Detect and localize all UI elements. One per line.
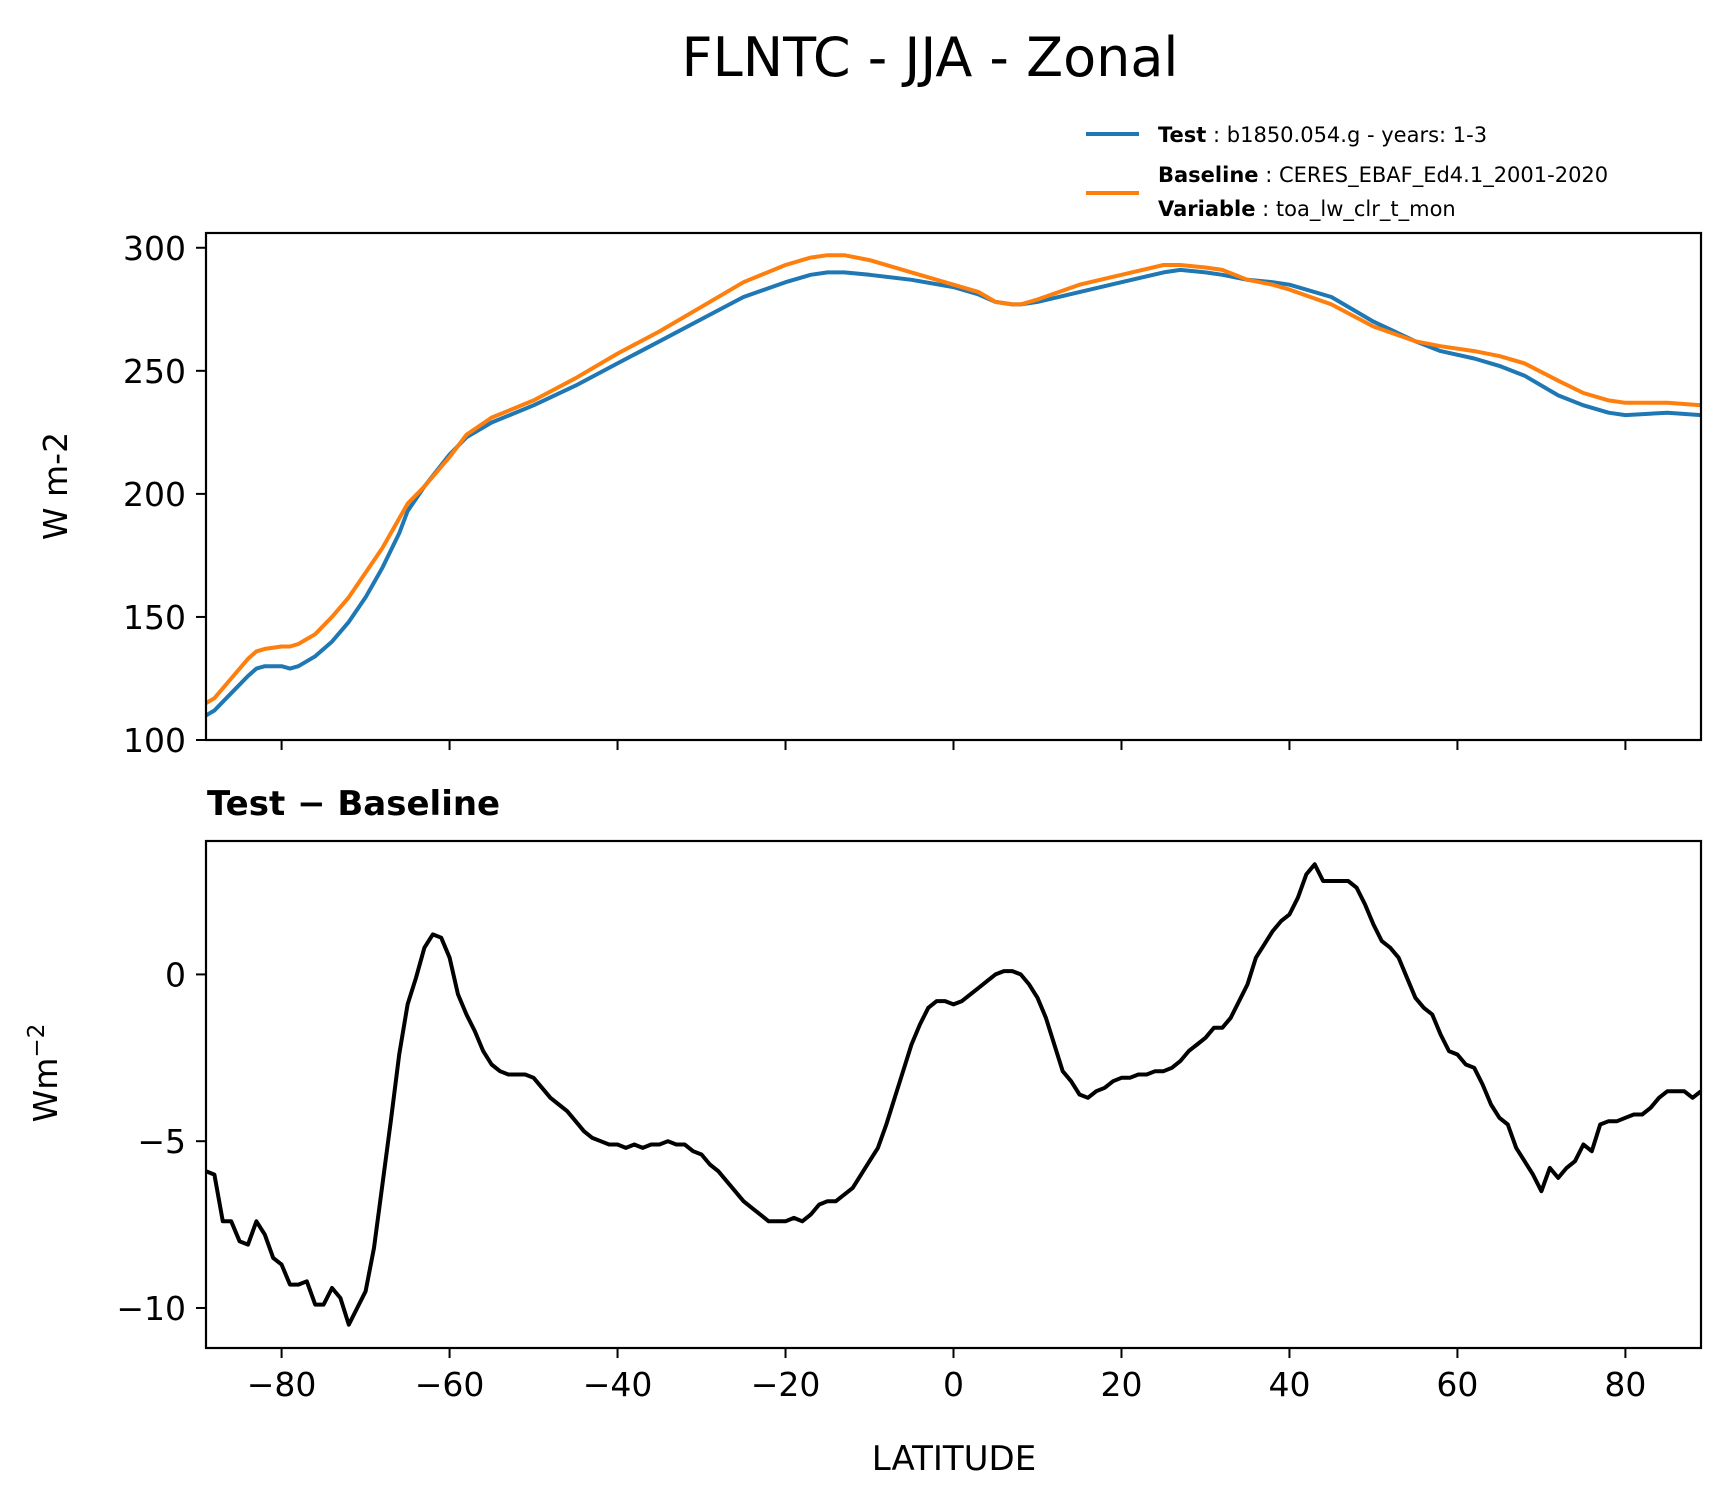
top-y-tick-label: 100 [123,721,186,760]
x-tick-label: −80 [247,1365,317,1404]
top-y-tick-label: 300 [123,229,186,268]
bottom-series-line-test-baseline [206,862,1701,1327]
bottom-panel: Test − Baseline −10 −5 0 −80 −60 −40 −20 0 20 40… [24,784,1703,1479]
top-y-tick-label: 250 [123,352,186,391]
top-plot-frame [204,231,1703,742]
top-y-tick-label: 150 [123,598,186,637]
top-series-line-test [206,267,1701,718]
bottom-plot-frame [204,839,1703,1350]
bottom-y-axis-label-base: Wm [26,1058,65,1123]
x-tick-label: 20 [1100,1365,1142,1404]
legend-variable-label: Variable [1158,197,1255,221]
legend-baseline-entry: Baseline : CERES_EBAF_Ed4.1_2001-2020 [1158,163,1608,188]
bottom-y-ticks: −10 −5 0 [116,955,206,1328]
bottom-series-group [206,862,1701,1327]
x-tick-label: 80 [1604,1365,1646,1404]
bottom-y-tick-label: −10 [116,1289,186,1328]
bottom-y-axis-label-exponent: −2 [24,1024,50,1058]
legend-test-label: Test [1158,123,1206,147]
bottom-panel-title: Test − Baseline [207,784,500,824]
legend-test-text: : b1850.054.g - years: 1-3 [1213,123,1487,147]
legend-baseline-label: Baseline [1158,163,1259,187]
x-tick-label: −20 [751,1365,821,1404]
top-y-axis-label: W m-2 [36,432,75,540]
figure-title: FLNTC - JJA - Zonal [682,26,1179,89]
top-series-line-baseline [206,253,1701,705]
x-tick-label: −60 [415,1365,485,1404]
x-tick-label: 40 [1268,1365,1310,1404]
bottom-y-axis-label: Wm−2 [24,1024,65,1123]
x-axis-label: LATITUDE [872,1439,1036,1479]
top-y-tick-label: 200 [123,475,186,514]
legend-baseline-text: : CERES_EBAF_Ed4.1_2001-2020 [1265,163,1608,188]
bottom-y-tick-label: 0 [165,955,186,994]
top-series-group [206,253,1701,718]
top-y-ticks: 100 150 200 250 300 [123,229,206,760]
legend-variable-text: : toa_lw_clr_t_mon [1262,197,1456,222]
bottom-x-ticks: −80 −60 −40 −20 0 20 40 60 80 [247,1348,1646,1404]
legend-variable-entry: Variable : toa_lw_clr_t_mon [1158,197,1456,222]
top-panel: 100 150 200 250 300 W m-2 [36,229,1703,760]
legend-test-entry: Test : b1850.054.g - years: 1-3 [1158,123,1487,147]
x-tick-label: −40 [583,1365,653,1404]
legend: Test : b1850.054.g - years: 1-3 Baseline… [1086,123,1608,222]
x-tick-label: 0 [943,1365,964,1404]
x-tick-label: 60 [1436,1365,1478,1404]
bottom-y-tick-label: −5 [137,1122,186,1161]
top-x-ticks [280,740,1627,750]
